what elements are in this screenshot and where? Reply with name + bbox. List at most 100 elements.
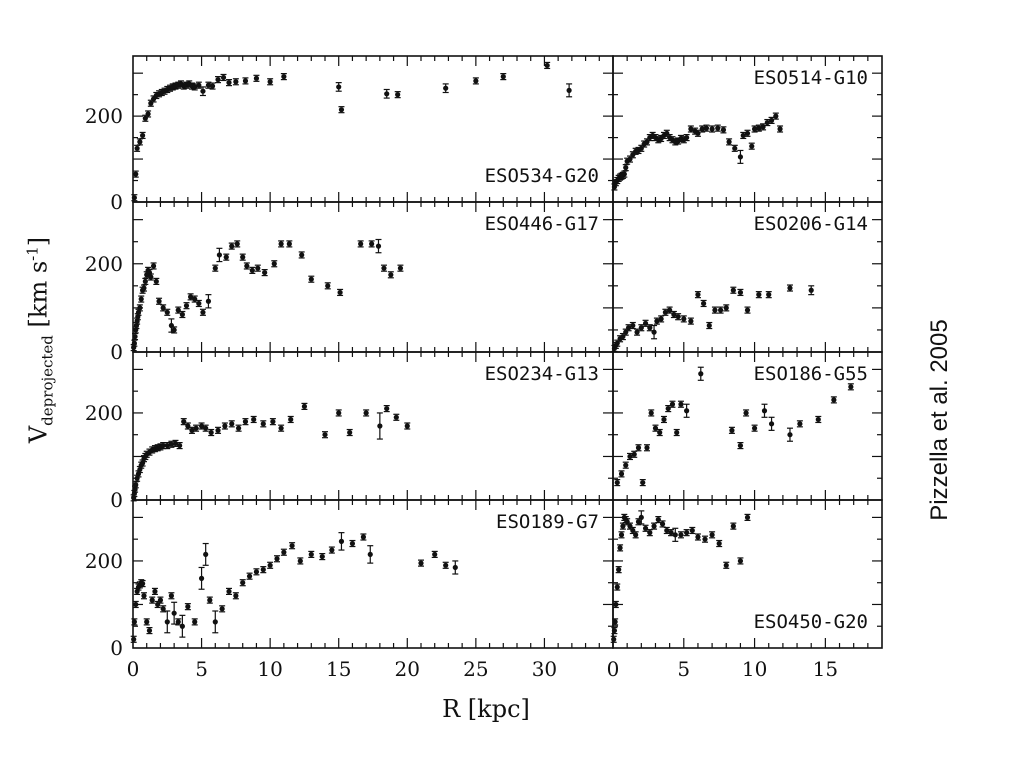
data-point	[657, 429, 663, 436]
data-point	[337, 289, 343, 296]
data-point	[212, 619, 218, 625]
data-point	[659, 521, 666, 527]
data-point	[611, 627, 618, 634]
data-point	[702, 536, 708, 542]
data-point	[145, 111, 151, 117]
panel-title: ESO446-G17	[485, 213, 599, 235]
data-point	[743, 410, 749, 416]
panel-title: ESO234-G13	[485, 363, 599, 385]
data-point	[618, 532, 625, 538]
data-point	[325, 283, 331, 289]
data-point	[500, 74, 506, 80]
data-point	[209, 83, 216, 89]
y-tick-label: 0	[110, 636, 123, 660]
data-point	[270, 419, 276, 425]
x-tick-label: 15	[813, 657, 838, 681]
data-point	[695, 292, 701, 298]
y-tick-label: 200	[85, 401, 123, 425]
data-point	[712, 307, 718, 313]
data-point	[220, 74, 227, 81]
data-point	[271, 261, 277, 267]
data-point	[744, 514, 751, 521]
data-point	[678, 401, 684, 407]
data-point	[223, 254, 229, 260]
data-point	[141, 285, 147, 291]
data-point	[688, 318, 694, 324]
data-point	[773, 113, 779, 119]
data-point	[684, 408, 690, 414]
data-point	[134, 145, 140, 151]
data-point	[751, 425, 758, 431]
data-point	[709, 126, 715, 132]
data-point	[132, 333, 138, 340]
data-point	[614, 584, 620, 590]
data-point	[648, 410, 654, 416]
data-point	[661, 416, 667, 423]
data-point	[148, 274, 154, 280]
data-point	[647, 325, 653, 331]
data-point	[140, 580, 146, 587]
data-point	[249, 267, 255, 273]
data-point	[730, 523, 736, 529]
data-point	[848, 384, 854, 390]
data-point	[160, 606, 166, 612]
data-point	[192, 619, 198, 625]
data-point	[138, 296, 144, 302]
data-point	[388, 272, 394, 278]
data-point	[229, 421, 235, 427]
data-point	[689, 527, 695, 534]
data-point	[150, 263, 157, 269]
data-point	[544, 62, 550, 69]
data-point	[133, 601, 139, 608]
data-point	[756, 292, 762, 298]
data-point	[616, 567, 622, 573]
data-point	[635, 519, 642, 525]
data-point	[140, 132, 146, 139]
data-point	[777, 126, 783, 132]
data-point	[726, 139, 732, 145]
data-point	[723, 305, 729, 311]
data-point	[614, 479, 620, 486]
data-point	[205, 298, 212, 304]
data-point	[631, 451, 637, 457]
data-point	[160, 442, 166, 449]
data-point	[360, 534, 366, 540]
data-point	[171, 327, 177, 333]
data-point	[267, 79, 273, 85]
data-point	[200, 88, 206, 94]
data-point	[137, 305, 143, 311]
data-point	[761, 408, 768, 414]
data-point	[242, 78, 249, 84]
data-point	[393, 414, 399, 420]
data-point	[244, 263, 250, 269]
panel-title: ESO450-G20	[754, 611, 868, 633]
data-point	[808, 287, 814, 293]
data-point	[297, 558, 303, 564]
data-point	[684, 530, 690, 536]
data-point	[203, 425, 209, 431]
data-point	[203, 551, 209, 558]
data-point	[299, 252, 305, 258]
y-tick-label: 0	[110, 488, 123, 512]
data-point	[281, 549, 287, 555]
data-point	[198, 575, 205, 581]
data-point	[709, 532, 715, 538]
data-point	[338, 107, 345, 113]
data-point	[787, 432, 793, 438]
data-point	[751, 126, 758, 132]
x-tick-label: 10	[257, 657, 282, 681]
data-point	[164, 309, 170, 315]
data-point	[133, 171, 139, 177]
data-point	[672, 532, 678, 538]
data-point	[397, 265, 404, 271]
data-point	[281, 74, 287, 80]
data-point	[289, 543, 295, 549]
data-point	[744, 130, 751, 136]
data-point	[149, 597, 155, 603]
data-point	[377, 423, 383, 429]
data-point	[322, 432, 328, 438]
x-tick-label: 30	[532, 657, 557, 681]
data-point	[384, 405, 390, 412]
data-point	[473, 78, 479, 84]
data-point	[644, 445, 650, 451]
